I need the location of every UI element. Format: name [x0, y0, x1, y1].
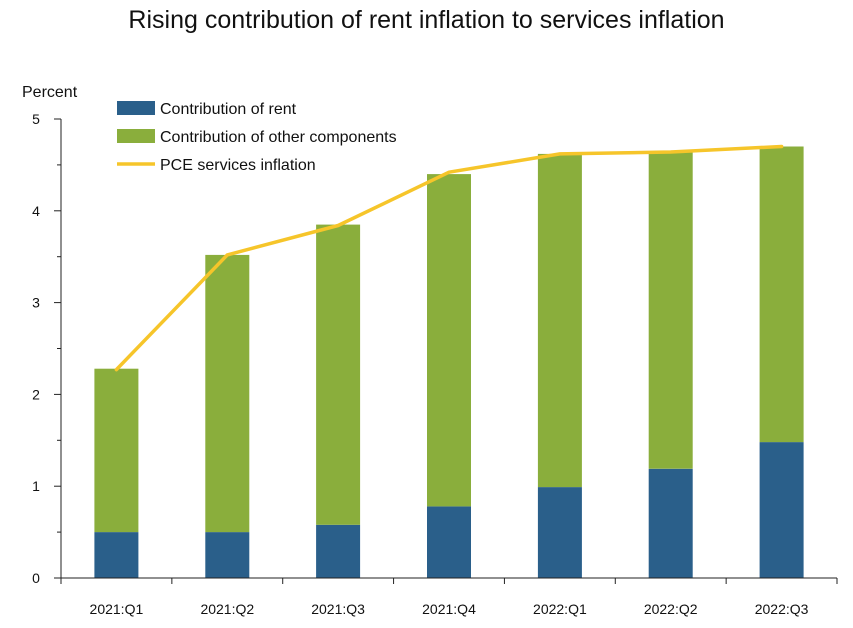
chart-title: Rising contribution of rent inflation to… — [128, 6, 725, 34]
legend-label: Contribution of rent — [160, 101, 297, 118]
other-components-bar-6 — [648, 152, 693, 469]
y-tick-label: 0 — [32, 570, 40, 586]
rent-bar-7 — [759, 442, 804, 578]
axes-group: 0 1 2 3 4 5 2021:Q1 2021:Q2 2021:Q3 2021:Q4 2022:Q… — [32, 111, 838, 617]
y-tick-label: 5 — [32, 111, 40, 127]
legend-swatch — [117, 101, 155, 115]
legend-label: Contribution of other components — [160, 129, 397, 146]
x-tick-label: 2021:Q3 — [311, 601, 365, 617]
other-components-bar-5 — [537, 153, 582, 488]
x-tick-label: 2022:Q2 — [644, 601, 698, 617]
y-tick-label: 1 — [32, 478, 40, 494]
x-tick-label: 2021:Q2 — [200, 601, 254, 617]
other-components-bar-7 — [759, 146, 804, 443]
legend: Contribution of rent Contribution of othe… — [117, 101, 397, 174]
other-components-bar-4 — [427, 174, 471, 507]
other-components-bar-3 — [316, 224, 361, 525]
x-tick-label: 2022:Q1 — [533, 601, 587, 617]
rent-bar-5 — [537, 487, 582, 578]
rent-bar-4 — [427, 506, 471, 578]
pce-services-inflation-line — [114, 144, 784, 372]
y-tick-label: 4 — [32, 203, 40, 219]
x-tick-label: 2021:Q4 — [422, 601, 476, 617]
other-components-bar-1 — [94, 368, 139, 533]
y-tick-label: 2 — [32, 386, 40, 402]
other-components-bar-2 — [205, 254, 250, 533]
rent-bar-3 — [316, 524, 361, 578]
y-tick-label: 3 — [32, 295, 40, 311]
legend-label: PCE services inflation — [160, 157, 316, 174]
y-axis-unit-label: Percent — [22, 84, 78, 101]
x-tick-label: 2021:Q1 — [90, 601, 144, 617]
rent-bar-6 — [648, 468, 693, 578]
legend-swatch — [117, 129, 155, 143]
line-group — [114, 144, 784, 372]
x-tick-label: 2022:Q3 — [755, 601, 809, 617]
bars-group — [94, 146, 804, 578]
rent-bar-2 — [205, 532, 250, 578]
rent-bar-1 — [94, 532, 139, 578]
